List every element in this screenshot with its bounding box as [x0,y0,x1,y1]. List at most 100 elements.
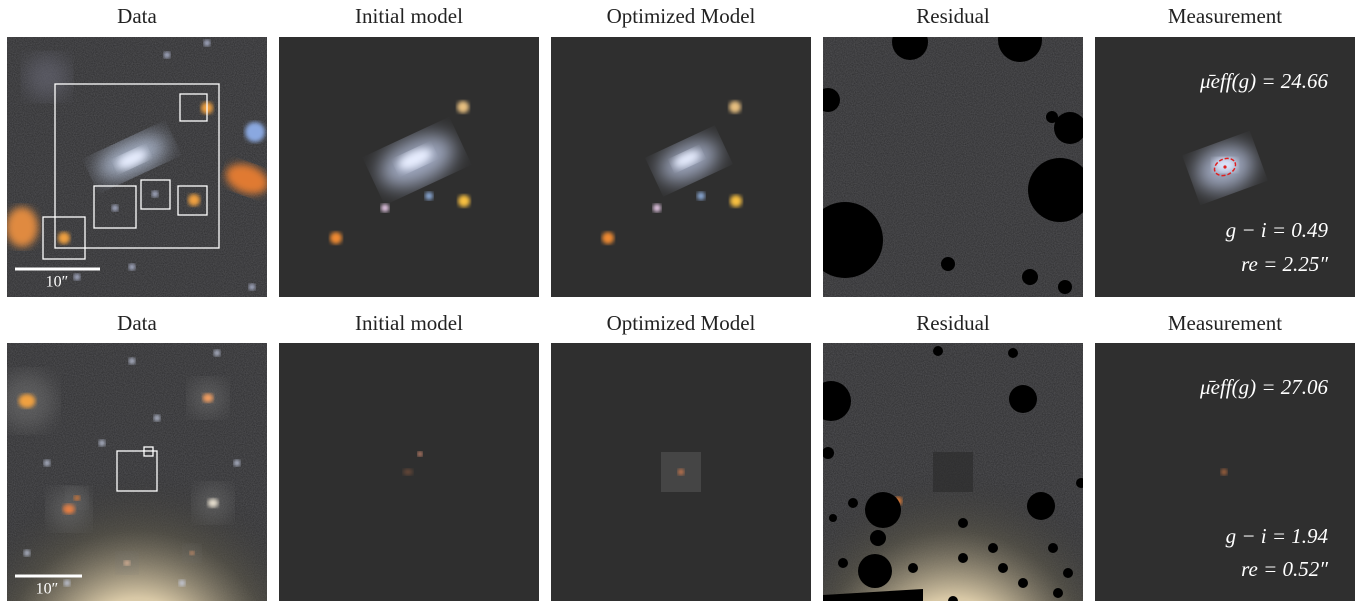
mask [1028,158,1083,222]
measurement-re: re = 0.52″ [1241,557,1328,581]
panel-title: Measurement [1168,4,1282,28]
source [189,551,195,555]
source [214,350,220,356]
mask [998,37,1042,62]
source [112,205,118,211]
mask [998,563,1008,573]
mask [848,498,858,508]
source [225,163,267,195]
source [117,149,147,169]
aperture-box [42,216,86,260]
mask [865,492,901,528]
measurement-mu: μ̄eff(g) = 24.66 [1199,69,1328,93]
source [154,415,160,421]
model-residual [933,452,973,492]
source [99,440,105,446]
panel-title: Data [117,311,157,335]
source [74,495,80,501]
source [673,150,701,168]
mask [823,88,840,112]
source [458,195,470,207]
panel-title: Optimized Model [607,4,756,28]
measurement-color: g − i = 0.49 [1226,218,1329,242]
source [678,469,684,475]
source [729,101,741,113]
mask [1076,478,1083,488]
image-panel: 10″ [7,343,267,601]
aperture-box [143,446,154,457]
mask [988,543,998,553]
source [74,274,80,280]
mask [858,554,892,588]
source [245,122,265,142]
source [207,498,219,508]
mask [1054,112,1083,144]
panel-title: Residual [916,4,990,28]
mask [1046,111,1058,123]
source [457,101,469,113]
measurement-re: re = 2.25″ [1241,252,1328,276]
image-panel [823,343,1083,601]
aperture-box [140,179,171,210]
mask [958,553,968,563]
measurement-color: g − i = 1.94 [1226,524,1329,548]
image-panel [279,37,539,297]
source [381,204,389,212]
mask [1018,578,1028,588]
mask-edge [823,589,923,601]
panel-title: Measurement [1168,311,1282,335]
source [417,451,423,457]
source [202,393,214,403]
source [330,232,342,244]
image-panel [279,343,539,601]
source [25,55,69,99]
source [164,52,170,58]
mask [1027,492,1055,520]
aperture-box [179,93,208,122]
source [44,460,50,466]
mask [933,346,943,356]
image-panel [551,343,811,601]
mask [1053,588,1063,598]
aperture-box [177,185,208,216]
panel-title: Initial model [355,4,463,28]
source [234,460,240,466]
mask [823,381,851,421]
panel-title: Data [117,4,157,28]
panel-title: Residual [916,311,990,335]
source [602,232,614,244]
source [7,207,38,247]
source [1213,158,1237,172]
source [398,148,432,170]
centroid [1223,165,1227,169]
scale-bar-label: 10″ [46,274,69,291]
mask [908,563,918,573]
mask [1022,269,1038,285]
source [697,192,705,200]
source [179,580,185,586]
panel-title: Optimized Model [607,311,756,335]
source [425,192,433,200]
image-panel: 10″ [7,37,267,297]
aperture-box [116,450,158,492]
source [129,358,135,364]
panel-title: Initial model [355,311,463,335]
mask [1008,348,1018,358]
mask [823,202,883,278]
mask [823,447,834,459]
mask [1063,568,1073,578]
source [403,469,413,475]
image-panel [1095,37,1355,297]
image-panel [551,37,811,297]
source [249,284,255,290]
measurement-mu: μ̄eff(g) = 27.06 [1199,375,1328,399]
source [124,560,130,566]
mask [941,257,955,271]
aperture-box [93,185,137,229]
mask [958,518,968,528]
mask [1058,280,1072,294]
source [1221,469,1227,475]
source [58,232,70,244]
mask [838,558,848,568]
